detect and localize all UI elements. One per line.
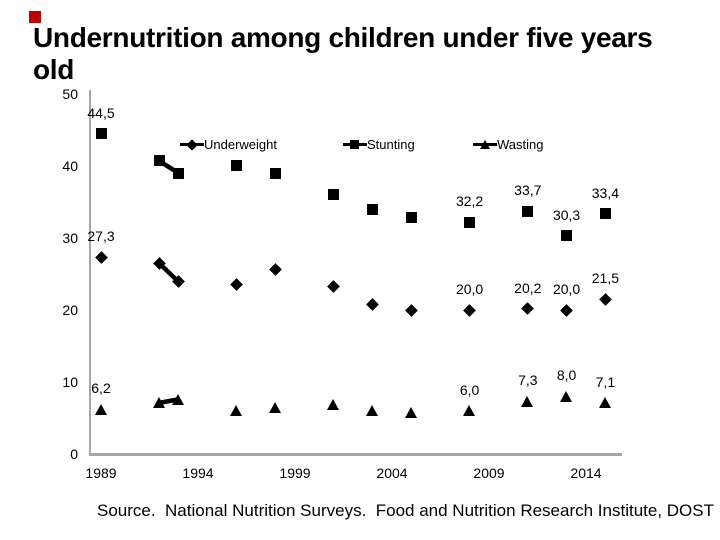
y-tick-label: 50 bbox=[62, 86, 78, 102]
data-value-label: 20,0 bbox=[552, 281, 581, 297]
data-marker-stunting-2001 bbox=[328, 189, 340, 201]
legend-label: Wasting bbox=[497, 137, 544, 152]
data-marker-stunting-1996 bbox=[231, 159, 243, 171]
data-marker-stunting-2015 bbox=[599, 208, 611, 220]
x-tick-label: 2014 bbox=[570, 465, 602, 481]
y-axis-line bbox=[89, 90, 91, 456]
data-marker-wasting-2008 bbox=[463, 405, 476, 417]
data-marker-wasting-2005 bbox=[404, 407, 417, 419]
data-value-label: 6,0 bbox=[459, 381, 480, 398]
square-marker-icon bbox=[343, 137, 367, 152]
data-marker-wasting-2001 bbox=[327, 398, 340, 410]
chart-title: Undernutrition among children under five… bbox=[33, 22, 653, 86]
data-marker-stunting-2011 bbox=[522, 205, 534, 217]
data-marker-stunting-2013 bbox=[561, 230, 573, 242]
x-tick-label: 1989 bbox=[85, 465, 117, 481]
data-marker-wasting-1996 bbox=[230, 405, 243, 417]
diamond-marker-icon bbox=[180, 137, 204, 152]
data-marker-stunting-1992 bbox=[153, 155, 165, 167]
y-tick-label: 40 bbox=[62, 158, 78, 174]
y-tick-label: 20 bbox=[62, 302, 78, 318]
x-axis-line bbox=[89, 453, 622, 456]
data-value-label: 30,3 bbox=[552, 206, 581, 223]
legend-label: Underweight bbox=[204, 137, 277, 152]
x-tick-label: 1994 bbox=[182, 465, 214, 481]
legend-item-underweight: Underweight bbox=[180, 137, 277, 152]
data-marker-stunting-2005 bbox=[405, 211, 417, 223]
data-marker-stunting-1993 bbox=[173, 167, 185, 179]
x-tick-label: 2004 bbox=[376, 465, 408, 481]
data-value-label: 27,3 bbox=[87, 228, 115, 245]
data-value-label: 6,2 bbox=[91, 380, 111, 397]
data-value-label: 33,4 bbox=[591, 184, 620, 201]
data-value-label: 20,2 bbox=[514, 279, 542, 296]
data-marker-stunting-1998 bbox=[270, 167, 282, 179]
data-value-label: 7,3 bbox=[518, 372, 538, 389]
data-value-label: 20,0 bbox=[455, 281, 484, 297]
legend-item-stunting: Stunting bbox=[343, 137, 415, 152]
data-value-label: 21,5 bbox=[591, 270, 620, 287]
data-marker-wasting-2003 bbox=[366, 405, 379, 417]
data-value-label: 44,5 bbox=[87, 104, 115, 121]
y-tick-label: 30 bbox=[62, 230, 78, 246]
data-marker-stunting-1989 bbox=[95, 128, 107, 140]
data-marker-wasting-2015 bbox=[598, 397, 611, 409]
data-marker-wasting-2013 bbox=[560, 390, 573, 402]
data-marker-wasting-2011 bbox=[521, 395, 534, 407]
data-marker-wasting-1998 bbox=[269, 402, 282, 414]
y-tick-label: 0 bbox=[70, 446, 78, 462]
triangle-marker-icon bbox=[473, 137, 497, 152]
data-value-label: 33,7 bbox=[514, 182, 542, 199]
x-tick-label: 2009 bbox=[473, 465, 505, 481]
data-value-label: 32,2 bbox=[455, 193, 484, 210]
data-value-label: 7,1 bbox=[595, 373, 616, 390]
data-marker-stunting-2008 bbox=[464, 216, 476, 228]
legend-item-wasting: Wasting bbox=[473, 137, 543, 152]
data-marker-wasting-1992 bbox=[152, 397, 165, 409]
red-square-decoration bbox=[29, 11, 41, 23]
y-tick-label: 10 bbox=[62, 374, 78, 390]
source-caption: Source. National Nutrition Surveys. Food… bbox=[97, 501, 714, 520]
x-tick-label: 1999 bbox=[279, 465, 311, 481]
legend-label: Stunting bbox=[367, 137, 415, 152]
data-marker-wasting-1993 bbox=[172, 393, 185, 405]
data-marker-wasting-1989 bbox=[94, 403, 107, 415]
data-value-label: 8,0 bbox=[556, 367, 577, 384]
data-marker-stunting-2003 bbox=[367, 204, 379, 216]
chart-area: 50 40 30 20 10 0 1989 1994 1999 2004 2009 2014 Und… bbox=[0, 85, 720, 485]
